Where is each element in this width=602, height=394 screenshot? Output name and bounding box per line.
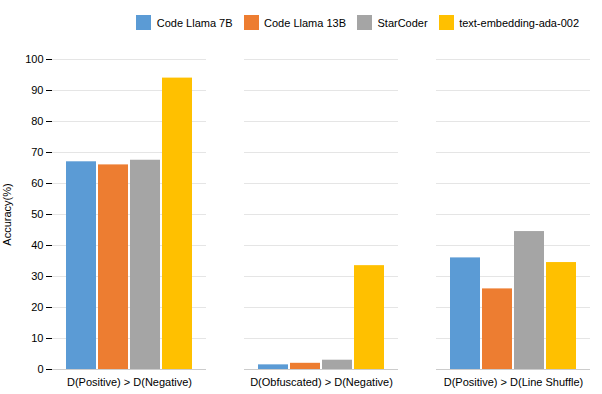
svg-text:60: 60 — [31, 177, 43, 189]
html-text:Code Llama 7B: Code Llama 7B — [156, 16, 233, 29]
svg-text:100: 100 — [25, 53, 43, 65]
svg-text:30: 30 — [31, 270, 43, 282]
svg-text:90: 90 — [31, 84, 43, 96]
svg-text:D(Obfuscated) > D(Negative): D(Obfuscated) > D(Negative) — [250, 376, 393, 388]
svg-text:0: 0 — [37, 363, 43, 375]
svg-text:D(Positive) > D(Line Shuffle): D(Positive) > D(Line Shuffle) — [444, 376, 584, 388]
html-text:text-embedding-ada-002: text-embedding-ada-002 — [459, 16, 579, 29]
svg-text:40: 40 — [31, 239, 43, 251]
svg-text:80: 80 — [31, 115, 43, 127]
svg-text:20: 20 — [31, 301, 43, 313]
svg-text:D(Positive) > D(Negative): D(Positive) > D(Negative) — [67, 376, 192, 388]
html-text:Code Llama 13B: Code Llama 13B — [264, 16, 346, 29]
svg-text:Accuracy(%): Accuracy(%) — [1, 183, 13, 245]
svg-text:70: 70 — [31, 146, 43, 158]
svg-text:10: 10 — [31, 332, 43, 344]
svg-text:50: 50 — [31, 208, 43, 220]
html-text:StarCoder: StarCoder — [377, 16, 428, 29]
